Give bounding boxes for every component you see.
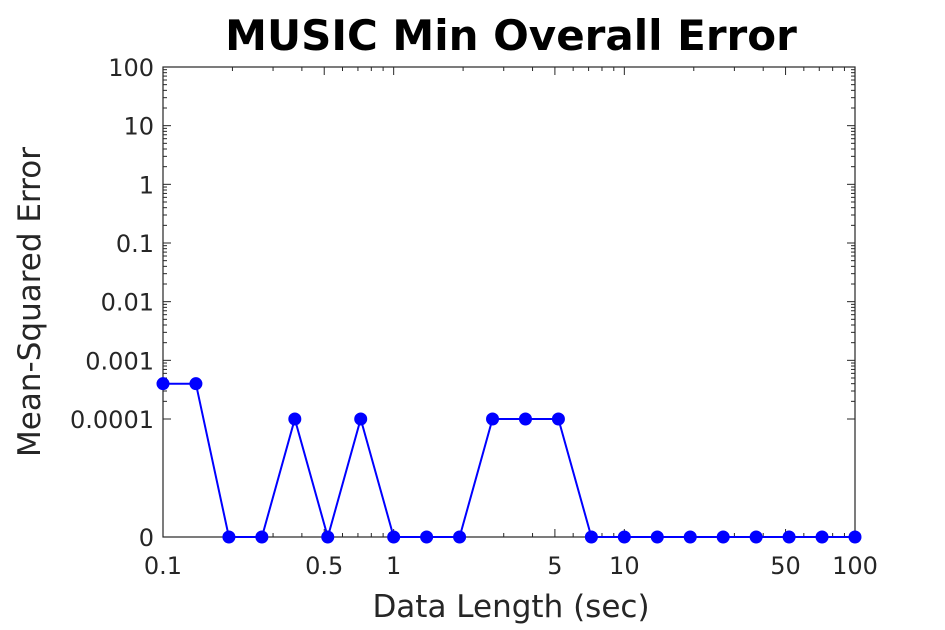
data-point [683, 530, 697, 544]
data-point [453, 530, 467, 544]
y-tick-label: 10 [123, 113, 154, 141]
data-point [222, 530, 236, 544]
data-point [288, 412, 302, 426]
data-point [749, 530, 763, 544]
data-point [650, 530, 664, 544]
y-axis-label: Mean-Squared Error [12, 147, 48, 457]
data-point [815, 530, 829, 544]
data-point [486, 412, 500, 426]
y-tick-label: 0.001 [85, 347, 154, 375]
chart-title: MUSIC Min Overall Error [225, 11, 797, 60]
x-tick-label: 100 [832, 552, 878, 580]
data-point [848, 530, 862, 544]
y-tick-label: 100 [108, 54, 154, 82]
y-tick-label: 0.01 [101, 289, 154, 317]
data-point [189, 377, 203, 391]
data-point [156, 377, 170, 391]
data-point [321, 530, 335, 544]
y-tick-label: 0 [139, 524, 154, 552]
x-tick-label: 50 [770, 552, 801, 580]
data-point [782, 530, 796, 544]
series-line [163, 382, 855, 541]
plot-area: 0.1 0.5 1 5 10 50 100 0 0.0001 0.001 0.01 0.1 1 10 100 [70, 54, 878, 580]
x-tick-label: 0.5 [305, 552, 343, 580]
data-point [387, 530, 401, 544]
y-tick-label: 1 [139, 171, 154, 199]
x-axis-label: Data Length (sec) [372, 589, 649, 625]
data-point [354, 412, 368, 426]
y-tick-label: 0.0001 [70, 406, 154, 434]
data-point [255, 530, 269, 544]
data-point [716, 530, 730, 544]
x-tick-label: 10 [609, 552, 640, 580]
data-point [617, 530, 631, 544]
data-point [420, 530, 434, 544]
x-tick-label: 0.1 [144, 552, 182, 580]
x-tick-label: 5 [547, 552, 562, 580]
x-tick-label: 1 [386, 552, 401, 580]
y-tick-label: 0.1 [116, 230, 154, 258]
data-point [551, 412, 565, 426]
data-point [518, 412, 532, 426]
data-point [584, 530, 598, 544]
